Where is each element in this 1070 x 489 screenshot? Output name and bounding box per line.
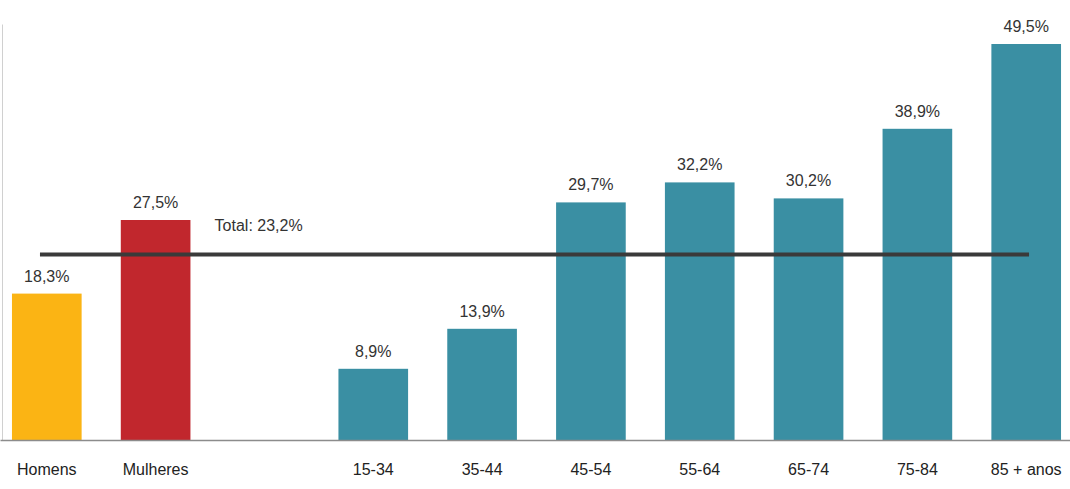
data-label: 30,2% — [786, 172, 831, 189]
bar — [665, 182, 735, 440]
data-labels: 18,3% 27,5% 8,9% 13,9% 29,7% 32,2% 30,2% 38,9% 4… — [24, 18, 1049, 360]
y-axis — [2, 25, 3, 441]
data-label: 49,5% — [1004, 18, 1049, 35]
bar — [774, 198, 844, 440]
bar — [12, 294, 82, 440]
x-tick-label: 35-44 — [462, 461, 503, 478]
bar — [556, 202, 626, 440]
x-tick: Homens — [17, 461, 77, 478]
x-axis: Homens Mulheres 15-34 35-44 45-54 55-64 65-74 7… — [1, 441, 1070, 479]
x-tick-label: 15-34 — [353, 461, 394, 478]
x-tick-label: 75-84 — [897, 461, 938, 478]
bar — [447, 329, 517, 440]
x-tick: 35-44 — [462, 461, 503, 478]
data-label: 8,9% — [355, 343, 391, 360]
data-label: 38,9% — [895, 103, 940, 120]
x-tick: Mulheres — [123, 461, 189, 478]
x-tick-label: Mulheres — [123, 461, 189, 478]
x-tick-label: Homens — [17, 461, 77, 478]
x-tick: 75-84 — [897, 461, 938, 478]
x-tick-label: 85 + anos — [991, 461, 1062, 478]
x-tick-label: 65-74 — [788, 461, 829, 478]
y-axis-line — [2, 25, 3, 441]
data-label: 18,3% — [24, 268, 69, 285]
x-tick-label: 45-54 — [570, 461, 611, 478]
x-tick: 65-74 — [788, 461, 829, 478]
data-label: 13,9% — [459, 303, 504, 320]
bar — [991, 44, 1061, 440]
x-tick-label: 55-64 — [679, 461, 720, 478]
x-tick: 55-64 — [679, 461, 720, 478]
data-label: 32,2% — [677, 156, 722, 173]
x-tick: 85 + anos — [991, 461, 1062, 478]
data-label: 29,7% — [568, 176, 613, 193]
data-label: 27,5% — [133, 194, 178, 211]
x-tick: 15-34 — [353, 461, 394, 478]
x-tick: 45-54 — [570, 461, 611, 478]
reference-label: Total: 23,2% — [215, 217, 303, 234]
bar — [883, 129, 953, 440]
reference-line — [40, 252, 1029, 256]
x-axis-line — [1, 440, 1070, 442]
bars — [12, 44, 1061, 440]
chart: Homens Mulheres 15-34 35-44 45-54 55-64 65-74 7… — [0, 0, 1070, 489]
bar — [338, 369, 408, 440]
